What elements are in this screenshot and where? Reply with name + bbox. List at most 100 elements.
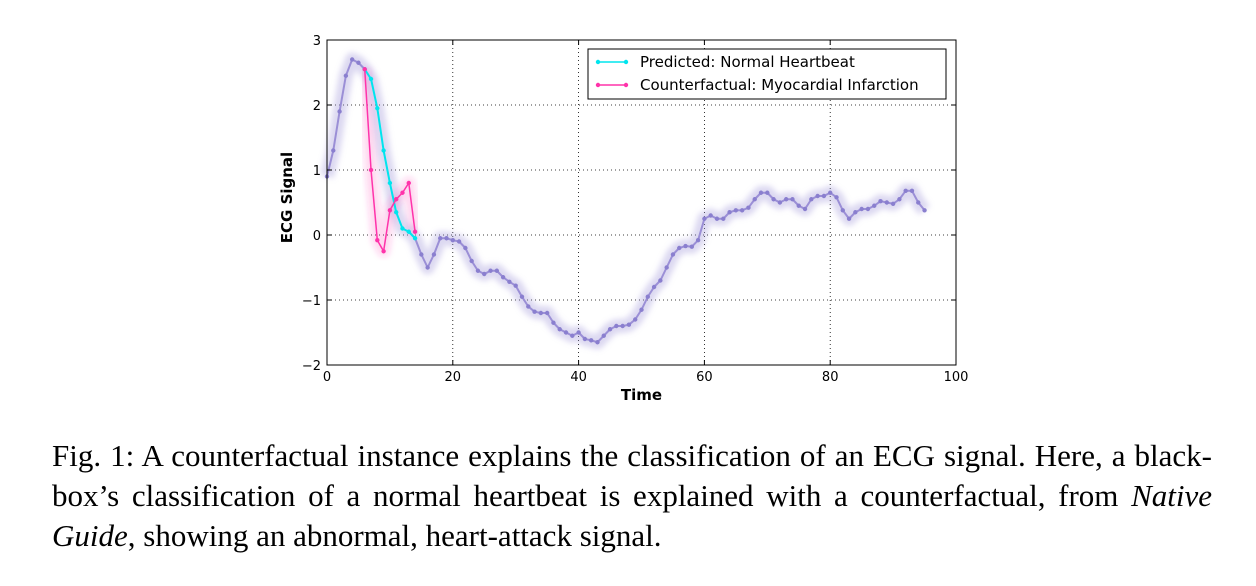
x-tick-label: 60 — [696, 370, 713, 385]
predicted-point — [633, 317, 638, 322]
predicted-point — [538, 310, 544, 316]
predicted-segment — [376, 108, 385, 151]
legend-label: Predicted: Normal Heartbeat — [640, 53, 855, 71]
ecg-line-chart: 0 20 40 60 80 100 −2 −1 0 1 2 3 Time ECG Signal Pre… — [278, 34, 969, 404]
predicted-point — [746, 205, 751, 210]
predicted-point — [601, 333, 606, 338]
predicted-segment — [432, 237, 442, 255]
predicted-point — [897, 197, 902, 202]
predicted-point — [494, 268, 500, 273]
legend-swatch-point — [623, 59, 629, 65]
predicted-segment — [911, 190, 920, 203]
series-lines — [320, 52, 930, 350]
legend-swatch-point — [595, 82, 601, 88]
predicted-point — [859, 206, 864, 212]
predicted-point — [563, 330, 569, 335]
predicted-point — [916, 200, 921, 205]
predicted-point — [922, 208, 927, 213]
predicted-point — [507, 279, 512, 284]
predicted-point — [393, 210, 399, 215]
counterfactual-point — [406, 180, 411, 186]
figure-caption: Fig. 1: A counterfactual instance explai… — [52, 436, 1212, 556]
predicted-point — [431, 252, 437, 257]
predicted-point — [387, 180, 393, 186]
y-tick-label: 0 — [313, 229, 321, 244]
predicted-point — [702, 216, 707, 221]
predicted-point — [909, 188, 915, 193]
predicted-segment — [659, 267, 668, 281]
predicted-point — [809, 197, 814, 202]
y-tick-label: −2 — [302, 359, 321, 374]
plot-frame — [326, 39, 957, 366]
caption-emphasis: Native Guide — [52, 478, 1212, 553]
predicted-point — [878, 199, 883, 204]
predicted-point — [444, 236, 449, 241]
legend-box — [587, 48, 947, 100]
predicted-point — [425, 265, 430, 270]
grid-lines — [327, 40, 956, 365]
predicted-point — [469, 258, 474, 264]
predicted-segment — [382, 150, 391, 184]
predicted-point — [846, 216, 852, 221]
caption-label: Fig. 1: — [52, 438, 135, 473]
predicted-segment — [370, 78, 379, 109]
predicted-point — [765, 190, 770, 195]
predicted-point — [872, 203, 877, 208]
predicted-point — [500, 275, 506, 280]
legend-swatch-point — [623, 82, 629, 88]
counterfactual-segment — [408, 182, 416, 232]
predicted-point — [513, 283, 518, 288]
predicted-point — [651, 284, 657, 290]
predicted-point — [840, 208, 845, 213]
x-tick-label: 80 — [822, 370, 839, 385]
predicted-segment — [426, 254, 435, 268]
predicted-point — [406, 229, 411, 234]
predicted-point — [802, 206, 808, 212]
y-tick-label: 1 — [313, 164, 321, 179]
predicted-point — [463, 245, 468, 251]
predicted-point — [771, 197, 776, 202]
predicted-point — [664, 265, 669, 270]
predicted-point — [815, 193, 820, 199]
ecg-figure: 0 20 40 60 80 100 −2 −1 0 1 2 3 Time ECG Signal Pre… — [278, 34, 969, 404]
predicted-point — [626, 322, 632, 327]
counterfactual-segment — [382, 210, 391, 252]
x-axis-label: Time — [621, 386, 662, 404]
predicted-point — [595, 340, 600, 345]
predicted-segment — [332, 111, 341, 151]
predicted-point — [456, 239, 462, 244]
predicted-segment — [665, 254, 674, 268]
counterfactual-point — [412, 229, 418, 234]
predicted-point — [438, 236, 443, 241]
predicted-point — [777, 200, 783, 205]
predicted-point — [721, 216, 726, 221]
predicted-point — [381, 148, 386, 153]
predicted-segment — [388, 182, 398, 213]
predicted-point — [689, 244, 695, 249]
predicted-point — [576, 330, 581, 335]
predicted-segment — [414, 237, 423, 255]
predicted-segment — [395, 211, 404, 229]
predicted-point — [758, 190, 764, 195]
predicted-point — [865, 206, 871, 212]
predicted-point — [695, 238, 701, 243]
predicted-point — [783, 197, 789, 202]
predicted-point — [331, 148, 336, 153]
counterfactual-point — [381, 249, 386, 254]
tick-labels: 0 20 40 60 80 100 −2 −1 0 1 2 3 — [302, 34, 969, 385]
predicted-point — [677, 245, 682, 251]
predicted-point — [790, 197, 795, 202]
predicted-point — [519, 294, 525, 299]
predicted-segment — [420, 254, 429, 268]
predicted-point — [488, 268, 493, 273]
predicted-segment — [835, 196, 844, 211]
predicted-point — [821, 193, 827, 199]
legend: Predicted: Normal Heartbeat Counterfactua… — [587, 48, 947, 100]
caption-text-after: , showing an abnormal, heart-attack sign… — [127, 518, 662, 553]
counterfactual-point — [362, 67, 367, 72]
counterfactual-point — [368, 167, 374, 173]
predicted-point — [752, 197, 757, 202]
predicted-point — [482, 271, 487, 277]
predicted-point — [356, 60, 361, 65]
predicted-point — [733, 208, 739, 213]
